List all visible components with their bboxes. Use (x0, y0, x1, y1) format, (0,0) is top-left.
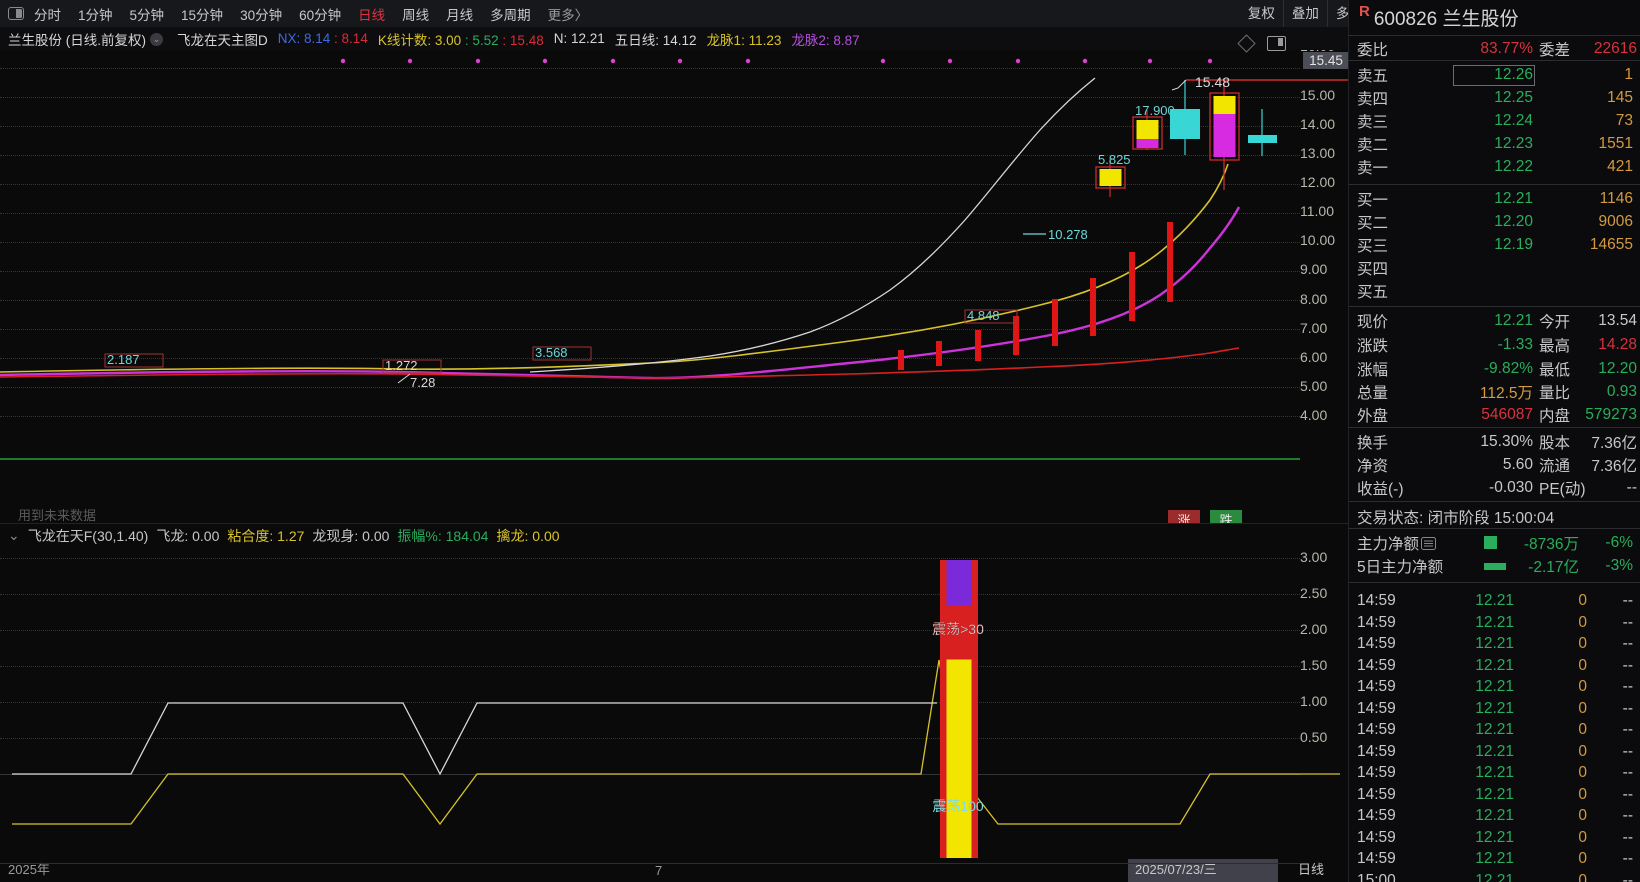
svg-text:15.48: 15.48 (1195, 74, 1230, 90)
svg-text:7.28: 7.28 (410, 375, 435, 390)
svg-text:10.278: 10.278 (1048, 227, 1088, 242)
svg-text:5.825: 5.825 (1098, 152, 1131, 167)
svg-text:4.848: 4.848 (967, 308, 1000, 323)
svg-text:2.187: 2.187 (107, 352, 140, 367)
svg-text:震荡>30: 震荡>30 (932, 621, 984, 637)
svg-text:17.900: 17.900 (1135, 103, 1175, 118)
svg-text:1.272: 1.272 (385, 358, 418, 373)
svg-text:3.568: 3.568 (535, 345, 568, 360)
svg-text:震荡100: 震荡100 (932, 798, 984, 814)
